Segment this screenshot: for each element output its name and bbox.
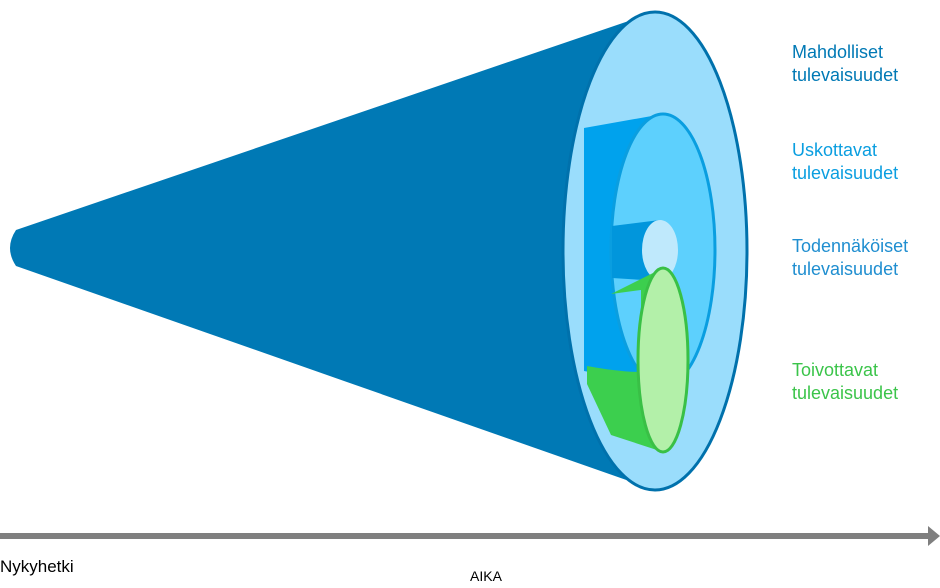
probable-futures-cone-face [642,220,678,280]
time-axis-arrowhead [928,526,940,546]
possible-futures-label: Mahdolliset tulevaisuudet [792,41,898,87]
preferable-futures-label-line1: Toivottavat [792,360,879,380]
plausible-futures-label: Uskottavat tulevaisuudet [792,139,898,185]
plausible-futures-label-line2: tulevaisuudet [792,163,899,183]
preferable-futures-label-line2: tulevaisuudet [792,383,899,403]
preferable-futures-face [636,266,690,454]
possible-futures-label-line1: Mahdolliset [792,42,884,62]
preferable-futures-label: Toivottavat tulevaisuudet [792,359,898,405]
probable-futures-label-line1: Todennäköiset [792,236,909,256]
probable-futures-label-line2: tulevaisuudet [792,259,899,279]
possible-futures-label-line2: tulevaisuudet [792,65,899,85]
plausible-futures-label-line1: Uskottavat [792,140,878,160]
time-axis-label: AIKA [470,568,502,584]
possible-futures-cone-body [10,12,655,490]
probable-futures-label: Todennäköiset tulevaisuudet [792,235,908,281]
present-moment-label: Nykyhetki [0,557,74,576]
